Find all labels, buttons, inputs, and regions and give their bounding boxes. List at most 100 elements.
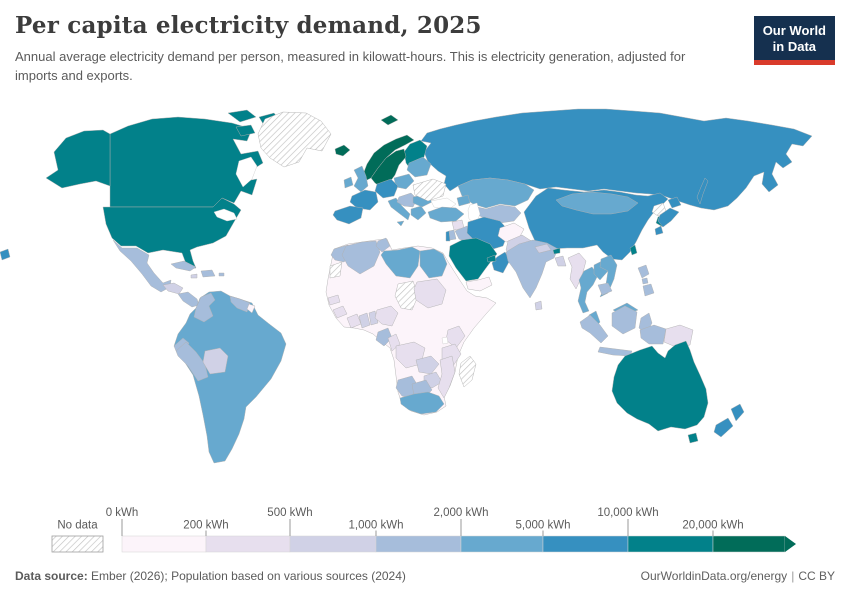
legend-bin-3[interactable] (289, 535, 377, 553)
region-italy[interactable] (387, 197, 411, 221)
region-oman[interactable] (491, 251, 511, 274)
region-colombia[interactable] (193, 292, 216, 323)
region-mexico[interactable] (112, 239, 172, 293)
legend-bin-4[interactable] (375, 535, 462, 553)
legend-bin-6[interactable] (542, 535, 629, 553)
hudson-bay (235, 156, 258, 188)
region-zambia[interactable] (415, 355, 440, 375)
region-congo[interactable] (387, 333, 401, 352)
region-south-africa[interactable] (399, 391, 445, 415)
region-western-sahara[interactable] (329, 261, 343, 279)
region-indonesia-kalimantan[interactable] (611, 305, 638, 335)
region-cambodia[interactable] (597, 282, 613, 296)
region-philippines-mindanao[interactable] (642, 283, 655, 297)
region-iceland[interactable] (334, 144, 351, 157)
region-madagascar[interactable] (458, 355, 477, 388)
region-senegal[interactable] (327, 294, 341, 306)
region-south-america-blue[interactable] (173, 290, 287, 464)
region-libya[interactable] (380, 246, 421, 279)
region-yemen[interactable] (465, 276, 493, 292)
region-ireland[interactable] (343, 176, 354, 189)
region-turkey[interactable] (427, 206, 465, 223)
page-subtitle: Annual average electricity demand per pe… (15, 49, 686, 83)
region-italy-sicily[interactable] (396, 220, 405, 227)
region-australia-tasmania[interactable] (687, 432, 699, 444)
region-new-zealand-south[interactable] (713, 417, 734, 438)
data-source-label: Data source: (15, 569, 88, 583)
region-united-kingdom[interactable] (353, 165, 369, 193)
region-balkans[interactable] (396, 192, 418, 208)
region-japan-kyushu[interactable] (654, 225, 664, 236)
region-sri-lanka[interactable] (534, 300, 543, 311)
owid-url-link[interactable]: OurWorldinData.org/energy (640, 569, 788, 583)
region-france[interactable] (349, 189, 379, 211)
region-guatemala-honduras[interactable] (162, 282, 184, 295)
region-australia[interactable] (611, 340, 709, 432)
region-russia-chukotka-sliver[interactable] (0, 248, 11, 261)
region-indonesia-sumatra[interactable] (579, 314, 609, 344)
legend-bin-5[interactable] (460, 535, 544, 553)
region-nicaragua-panama[interactable] (177, 291, 200, 308)
region-jamaica[interactable] (190, 273, 198, 279)
region-indonesia-west-new-guinea[interactable] (639, 324, 667, 345)
region-mozambique[interactable] (437, 355, 456, 399)
region-ukraine[interactable] (412, 178, 447, 202)
region-saudi-arabia[interactable] (448, 237, 498, 282)
region-iberia[interactable] (332, 205, 364, 225)
region-nepal[interactable] (534, 243, 552, 254)
region-hispaniola[interactable] (200, 269, 216, 278)
region-canada[interactable] (109, 116, 264, 208)
legend-layer: 0 kWh 200 kWh 500 kWh 1,000 kWh 2,000 kWh 5,0… (51, 507, 796, 553)
region-algeria[interactable] (341, 240, 381, 275)
region-chad[interactable] (394, 280, 419, 311)
region-cuba[interactable] (170, 260, 197, 272)
region-tunisia[interactable] (375, 237, 391, 253)
region-guyanas[interactable] (229, 295, 251, 313)
region-india[interactable] (505, 239, 559, 299)
legend-bin-8[interactable] (712, 535, 786, 553)
region-japan-honshu[interactable] (657, 207, 680, 228)
region-russia-sakhalin[interactable] (696, 177, 709, 205)
region-russia[interactable] (420, 108, 813, 211)
region-bangladesh[interactable] (554, 255, 567, 267)
region-philippines-luzon[interactable] (637, 264, 650, 279)
region-greece[interactable] (410, 205, 427, 221)
region-indonesia-java[interactable] (597, 346, 633, 357)
region-bhutan[interactable] (552, 247, 561, 255)
region-jordan[interactable] (448, 229, 457, 241)
region-japan-hokkaido[interactable] (667, 196, 682, 209)
legend-no-data-swatch[interactable] (51, 535, 104, 553)
region-new-zealand-north[interactable] (730, 403, 745, 422)
region-canada-arctic-island-3[interactable] (235, 124, 256, 137)
owid-logo[interactable]: Our World in Data (753, 16, 835, 65)
legend-bin-7[interactable] (627, 535, 714, 553)
region-caucasus[interactable] (456, 194, 471, 207)
region-peru[interactable] (175, 341, 209, 382)
region-gabon[interactable] (375, 327, 393, 347)
region-mongolia[interactable] (555, 191, 639, 215)
region-israel[interactable] (445, 230, 451, 242)
region-canada-arctic-island-1[interactable] (227, 109, 257, 123)
region-french-guiana[interactable] (246, 303, 256, 314)
region-puerto-rico[interactable] (218, 272, 225, 277)
region-vietnam[interactable] (599, 254, 618, 298)
legend-bin-1[interactable] (121, 535, 207, 553)
region-united-states[interactable] (102, 197, 242, 270)
region-egypt[interactable] (419, 248, 448, 279)
region-ghana[interactable] (358, 312, 371, 329)
region-nigeria[interactable] (374, 305, 399, 327)
region-uae[interactable] (486, 254, 497, 263)
region-guinea[interactable] (332, 305, 348, 319)
region-svalbard[interactable] (380, 114, 399, 126)
region-greenland[interactable] (257, 111, 332, 168)
region-philippines-visayas[interactable] (641, 277, 649, 285)
region-taiwan[interactable] (629, 244, 638, 256)
region-baltics-belarus[interactable] (406, 156, 432, 178)
region-central-europe[interactable] (374, 178, 399, 199)
legend-tick-label-1: 0 kWh (106, 507, 139, 519)
region-myanmar[interactable] (567, 252, 587, 290)
region-bolivia[interactable] (202, 347, 229, 375)
legend-bin-2[interactable] (205, 535, 291, 553)
region-sudan[interactable] (413, 278, 447, 309)
region-alaska[interactable] (45, 129, 111, 189)
